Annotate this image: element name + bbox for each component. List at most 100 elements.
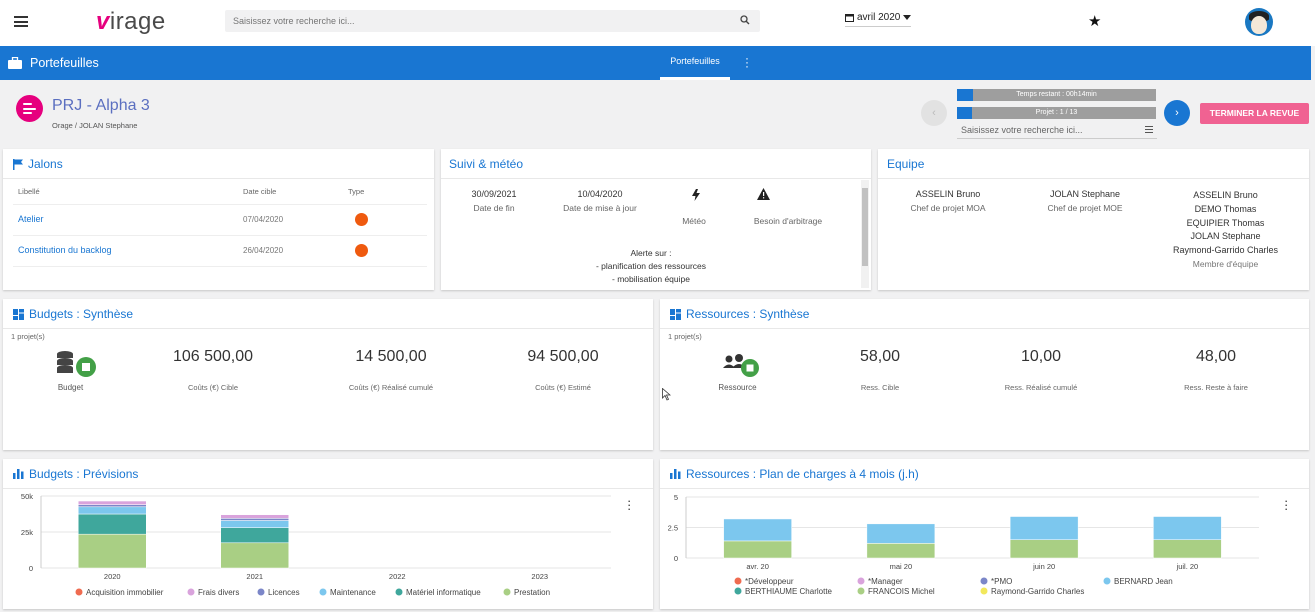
jalons-card: Jalons Libellé Date cible Type Atelier 0… — [3, 149, 434, 290]
project-search-placeholder: Saisissez votre recherche ici... — [961, 125, 1083, 135]
legend-label: Matériel informatique — [406, 588, 481, 597]
next-project-button[interactable]: › — [1164, 100, 1190, 126]
app-logo[interactable]: virage — [96, 8, 166, 36]
chart-menu-icon[interactable]: · · · — [627, 493, 632, 516]
date-fin-value: 30/09/2021 — [471, 189, 517, 199]
bar-segment — [78, 513, 147, 535]
moe-name: JOLAN Stephane — [1049, 189, 1121, 199]
more-vert-icon[interactable]: · · · — [745, 51, 749, 73]
team-member: EQUIPIER Thomas — [1186, 217, 1265, 228]
arbitrage-label: Besoin d'arbitrage — [753, 216, 823, 226]
legend-label: *Manager — [868, 577, 903, 586]
dashboard-icon — [13, 308, 24, 320]
x-tick-label: avr. 20 — [746, 562, 769, 571]
ressources-plan-title: Ressources : Plan de charges à 4 mois (j… — [670, 467, 919, 481]
bar-segment — [78, 504, 147, 508]
y-tick-label: 0 — [29, 564, 33, 573]
bar-segment — [1009, 516, 1079, 540]
project-subtitle: Orage / JOLAN Stephane — [52, 121, 138, 130]
period-select[interactable]: avril 2020 — [845, 12, 912, 27]
y-tick-label: 2.5 — [668, 524, 678, 533]
col-libelle: Libellé — [18, 187, 40, 196]
dashboard-icon — [670, 308, 681, 320]
hamburger-menu-icon[interactable] — [14, 16, 28, 27]
bar-chart-icon — [13, 469, 24, 479]
project-title: PRJ - Alpha 3 — [52, 97, 150, 114]
tab-portefeuilles[interactable]: Portefeuilles — [660, 46, 730, 80]
people-icon — [723, 354, 759, 377]
col-type: Type — [348, 187, 365, 196]
x-tick-label: 2021 — [246, 572, 263, 581]
kpi-label: Coûts (€) Réalisé cumulé — [348, 383, 434, 392]
global-search[interactable] — [225, 10, 760, 32]
date-fin-label: Date de fin — [473, 203, 515, 213]
kpi-label: Coûts (€) Estimé — [535, 383, 591, 392]
period-label: avril 2020 — [857, 12, 901, 23]
moa-role: Chef de projet MOA — [910, 203, 986, 213]
logo-text: irage — [109, 8, 166, 35]
equipe-card: Equipe ASSELIN Bruno Chef de projet MOA … — [878, 149, 1309, 290]
legend-label: Raymond-Garrido Charles — [991, 587, 1084, 596]
legend-dot — [395, 588, 403, 596]
project-icon — [16, 95, 43, 122]
x-tick-label: juil. 20 — [1176, 562, 1199, 571]
kpi-value: 58,00 — [859, 348, 901, 365]
bar-segment — [220, 527, 289, 544]
x-tick-label: 2023 — [531, 572, 548, 581]
bar-segment — [866, 523, 936, 544]
top-bar: virage avril 2020 ★ — [0, 0, 1315, 46]
jalon-link-atelier[interactable]: Atelier — [18, 214, 44, 224]
legend-dot — [187, 588, 195, 596]
suivi-scrollbar[interactable] — [861, 180, 869, 288]
y-tick-label: 50k — [21, 492, 33, 501]
budgets-synthese-title-text: Budgets : Synthèse — [29, 307, 134, 321]
time-left-bar: Temps restant : 00h14min — [957, 89, 1156, 101]
briefcase-icon — [8, 57, 22, 69]
jalon-type-dot — [355, 213, 368, 226]
search-icon[interactable] — [740, 15, 750, 25]
previous-project-button[interactable]: ‹ — [921, 100, 947, 126]
legend-dot — [857, 587, 865, 595]
bar-segment — [78, 506, 147, 515]
section-bar: Portefeuilles Portefeuilles · · · — [0, 46, 1311, 80]
jalons-title: Jalons — [13, 157, 63, 171]
bar-segment — [866, 543, 936, 559]
project-count: 1 projet(s) — [668, 332, 702, 341]
kpi-value: 106 500,00 — [172, 348, 254, 365]
ressources-synthese-title-text: Ressources : Synthèse — [686, 307, 810, 321]
y-tick-label: 0 — [674, 554, 678, 563]
global-search-input[interactable] — [225, 10, 725, 32]
alert-item: - planification des ressources — [595, 261, 707, 271]
bar-segment — [220, 514, 289, 519]
legend-dot — [857, 577, 865, 585]
equipe-title: Equipe — [887, 157, 925, 171]
team-member: ASSELIN Bruno — [1193, 190, 1258, 200]
team-member: JOLAN Stephane — [1190, 231, 1261, 242]
favorite-star-icon[interactable]: ★ — [1088, 13, 1102, 30]
project-counter-fill — [957, 107, 973, 119]
ressource-icon-label: Ressource — [718, 383, 757, 392]
finish-review-button[interactable]: TERMINER LA REVUE — [1200, 103, 1309, 124]
date-maj-value: 10/04/2020 — [577, 189, 623, 199]
time-left-fill — [957, 89, 973, 101]
chart-menu-icon[interactable]: · · · — [1284, 493, 1289, 516]
kpi-value: 14 500,00 — [355, 348, 427, 365]
bar-segment — [1009, 539, 1079, 559]
legend-dot — [980, 577, 988, 585]
project-search[interactable]: Saisissez votre recherche ici... — [957, 123, 1157, 139]
team-members: ASSELIN Bruno DEMO Thomas EQUIPIER Thoma… — [1158, 189, 1293, 272]
budgets-synthese-card: Budgets : Synthèse 1 projet(s) Budget 10… — [3, 299, 653, 450]
legend-label: BERTHIAUME Charlotte — [745, 587, 833, 596]
legend-dot — [319, 588, 327, 596]
lightning-icon — [692, 189, 700, 201]
x-tick-label: mai 20 — [890, 562, 913, 571]
legend-dot — [734, 587, 742, 595]
y-tick-label: 25k — [21, 528, 33, 537]
alert-item: - mobilisation équipe — [612, 274, 690, 284]
user-avatar[interactable] — [1245, 8, 1273, 36]
list-icon[interactable] — [1145, 126, 1153, 133]
jalon-link-backlog[interactable]: Constitution du backlog — [18, 245, 112, 255]
jalon-date: 26/04/2020 — [243, 246, 284, 255]
bar-segment — [220, 518, 289, 521]
legend-label: FRANCOIS Michel — [868, 587, 935, 596]
